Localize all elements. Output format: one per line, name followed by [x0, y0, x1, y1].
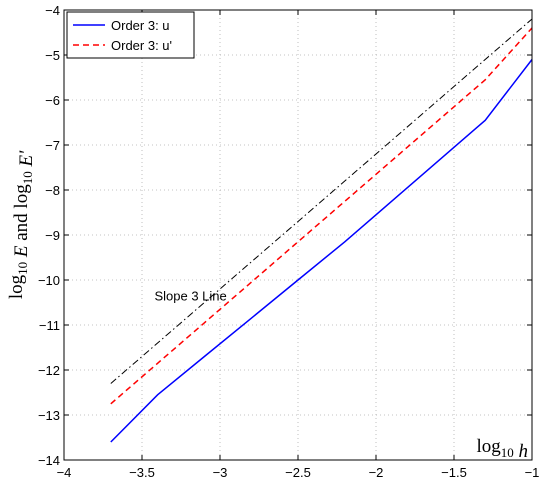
y-tick-label: −12: [38, 363, 60, 378]
grid-lines: [64, 10, 532, 460]
legend-box: [66, 11, 195, 59]
y-tick-label: −5: [45, 48, 60, 63]
y-tick-label: −10: [38, 273, 60, 288]
y-tick-label: −4: [45, 3, 60, 18]
annotations: Slope 3 Line: [154, 288, 226, 303]
x-tick-label: −3: [213, 465, 228, 480]
legend-entry-label: Order 3: u': [111, 38, 172, 53]
series-line-u-prime: [110, 27, 533, 405]
y-tick-label: −7: [45, 138, 60, 153]
y-tick-label: −11: [39, 318, 60, 333]
legend-entry-label: Order 3: u: [111, 18, 170, 33]
series-line-u: [110, 59, 533, 443]
legend: Order 3: u Order 3: u': [66, 11, 195, 59]
y-tick-label: −6: [45, 93, 60, 108]
slope-line-annotation: Slope 3 Line: [154, 288, 226, 303]
x-tick-label: −1: [525, 465, 540, 480]
axis-ticks: −4 −3.5 −3 −2.5 −2 −1.5 −1 −4 −5 −6 −7 −8 −9 −10 −11 −1…: [38, 3, 539, 480]
y-tick-label: −9: [45, 228, 60, 243]
y-tick-label: −14: [38, 453, 60, 468]
y-tick-label: −13: [38, 408, 60, 423]
x-tick-label: −4: [57, 465, 72, 480]
x-tick-label: −2: [369, 465, 384, 480]
series-layer: [110, 18, 533, 443]
x-tick-label: −3.5: [129, 465, 155, 480]
x-tick-label: −1.5: [441, 465, 467, 480]
slope-reference-line: [110, 18, 533, 384]
x-tick-label: −2.5: [285, 465, 311, 480]
x-axis-label: log10 h: [476, 436, 528, 462]
y-axis-label: log10 E and log10 E': [6, 150, 37, 299]
y-tick-label: −8: [45, 183, 60, 198]
